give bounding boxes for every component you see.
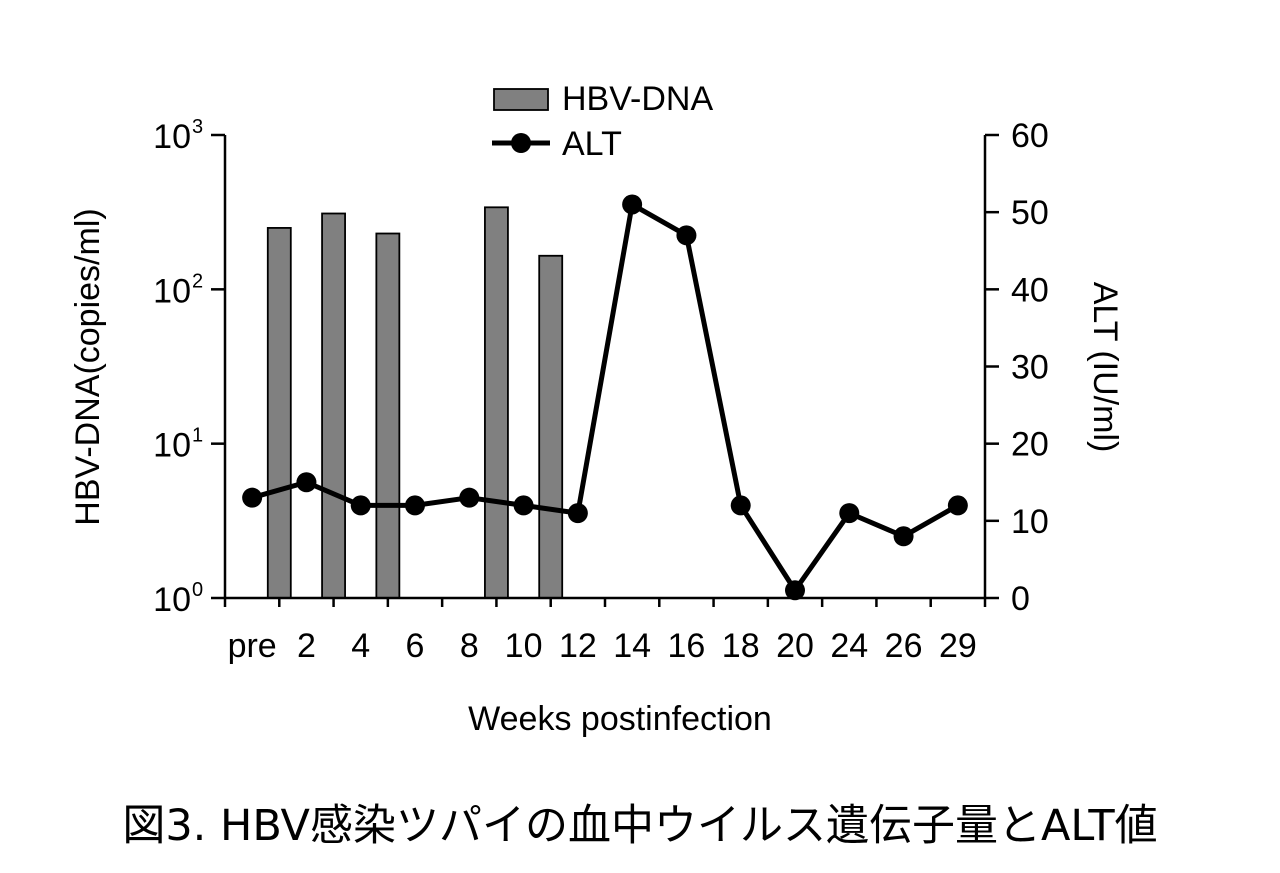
- alt-point: [405, 495, 425, 516]
- legend-marker-alt: [511, 133, 531, 153]
- x-tick-label: 12: [559, 627, 597, 665]
- alt-point: [567, 503, 588, 524]
- left-tick-exponent: 1: [192, 425, 203, 447]
- hbv-dna-bar: [375, 232, 401, 599]
- right-tick-label: 0: [1011, 580, 1030, 618]
- hbv-dna-bar: [266, 227, 292, 599]
- legend-bar-swatch: [493, 88, 549, 111]
- left-tick-exponent: 0: [192, 579, 203, 601]
- x-tick-label: 24: [830, 627, 868, 665]
- x-tick-label: 26: [885, 627, 923, 665]
- x-tick-label: 14: [613, 627, 651, 665]
- legend-label-hbv-dna: HBV-DNA: [562, 80, 713, 118]
- alt-point: [350, 495, 371, 516]
- right-tick-label: 20: [1011, 426, 1049, 464]
- chart-figure: 10 0 10 1 10 2 10 3 0 10 20 30 40 50 60 pre 2 4 6 8 10 12 14 16…: [69, 80, 1124, 738]
- x-tick-label: 18: [722, 627, 760, 665]
- right-axis-label: ALT (IU/ml): [1086, 282, 1124, 453]
- hbv-dna-bar: [484, 206, 509, 599]
- alt-point: [947, 495, 968, 516]
- x-tick-label: 2: [297, 627, 316, 665]
- x-tick-label: 16: [668, 627, 706, 665]
- right-tick-label: 60: [1011, 117, 1049, 155]
- x-tick-label: 6: [406, 627, 425, 665]
- x-tick-label: 29: [939, 627, 977, 665]
- x-tick-label: 4: [351, 627, 370, 665]
- figure-caption: 図3. HBV感染ツパイの血中ウイルス遺伝子量とALT値: [122, 801, 1158, 851]
- alt-point: [459, 487, 480, 508]
- alt-point: [676, 225, 697, 246]
- x-tick-label: 20: [776, 627, 814, 665]
- left-tick-label: 10: [153, 272, 191, 310]
- alt-point: [242, 487, 263, 508]
- x-tick-label: 8: [460, 627, 479, 665]
- alt-point: [785, 580, 805, 601]
- hbv-dna-bar: [538, 254, 564, 599]
- line-layer: [242, 194, 968, 601]
- right-tick-label: 50: [1011, 194, 1049, 232]
- x-tick-label: pre: [228, 627, 277, 665]
- chart-legend: HBV-DNA ALT: [492, 80, 713, 163]
- left-tick-exponent: 3: [192, 116, 203, 138]
- x-tick-label: 10: [505, 627, 543, 665]
- left-tick-label: 10: [153, 581, 191, 619]
- x-axis-label: Weeks postinfection: [468, 700, 772, 738]
- alt-point: [730, 495, 751, 516]
- alt-point: [893, 526, 914, 547]
- left-tick-label: 10: [153, 118, 191, 156]
- right-tick-label: 10: [1011, 503, 1049, 541]
- hbv-dna-bar: [321, 212, 346, 599]
- alt-point: [296, 472, 317, 493]
- right-tick-label: 40: [1011, 271, 1049, 309]
- legend-label-alt: ALT: [562, 125, 622, 163]
- alt-point: [622, 194, 643, 215]
- alt-point: [839, 503, 860, 524]
- alt-point: [513, 495, 534, 516]
- right-tick-label: 30: [1011, 349, 1049, 387]
- left-axis-label: HBV-DNA(copies/ml): [69, 208, 107, 525]
- left-tick-label: 10: [153, 427, 191, 465]
- alt-line: [251, 201, 960, 593]
- bars-layer: [266, 206, 564, 599]
- left-tick-exponent: 2: [192, 270, 203, 292]
